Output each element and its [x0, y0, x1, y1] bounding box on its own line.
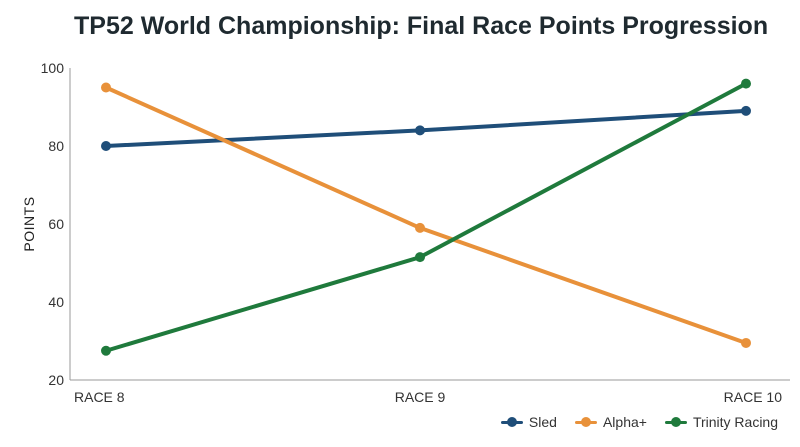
legend-label: Alpha+	[602, 414, 647, 430]
legend: Sled Alpha+ Trinity Racing	[500, 414, 778, 430]
legend-swatch-icon	[500, 417, 523, 427]
y-tick-label: 20	[48, 372, 64, 388]
series-trinity-racing	[101, 78, 751, 356]
x-tick-label: RACE 9	[395, 389, 446, 405]
y-tick-label: 100	[41, 60, 65, 76]
data-point-alpha-1	[101, 82, 111, 93]
legend-item: Trinity Racing	[664, 414, 778, 430]
data-point-alpha-2	[415, 222, 425, 233]
series-alpha	[101, 82, 751, 348]
chart-title: TP52 World Championship: Final Race Poin…	[74, 12, 769, 40]
data-point-trinity-racing-1	[101, 345, 111, 356]
x-tick-label: RACE 8	[74, 389, 125, 405]
legend-item: Sled	[500, 414, 557, 430]
data-point-alpha-3	[741, 337, 751, 348]
legend-swatch-icon	[664, 417, 687, 427]
legend-item: Alpha+	[574, 414, 647, 430]
data-point-sled-1	[101, 141, 111, 151]
data-point-trinity-racing-3	[741, 78, 751, 89]
x-ticks: RACE 8 RACE 9 RACE 10	[74, 389, 782, 405]
data-point-sled-2	[415, 125, 425, 136]
x-tick-label: RACE 10	[724, 389, 783, 405]
y-tick-label: 60	[48, 216, 64, 232]
series-line-alpha	[104, 85, 748, 345]
series-sled	[101, 105, 751, 151]
y-axis-title: POINTS	[21, 196, 37, 251]
series-group	[101, 78, 751, 356]
legend-label: Trinity Racing	[692, 414, 778, 430]
legend-swatch-icon	[574, 417, 597, 427]
y-tick-label: 40	[48, 294, 64, 310]
y-tick-label: 80	[48, 138, 64, 154]
data-point-trinity-racing-2	[415, 252, 425, 263]
data-point-sled-3	[741, 105, 751, 116]
legend-label: Sled	[528, 414, 557, 430]
axes	[69, 68, 790, 381]
y-ticks: 20 40 60 80 100	[41, 60, 65, 388]
